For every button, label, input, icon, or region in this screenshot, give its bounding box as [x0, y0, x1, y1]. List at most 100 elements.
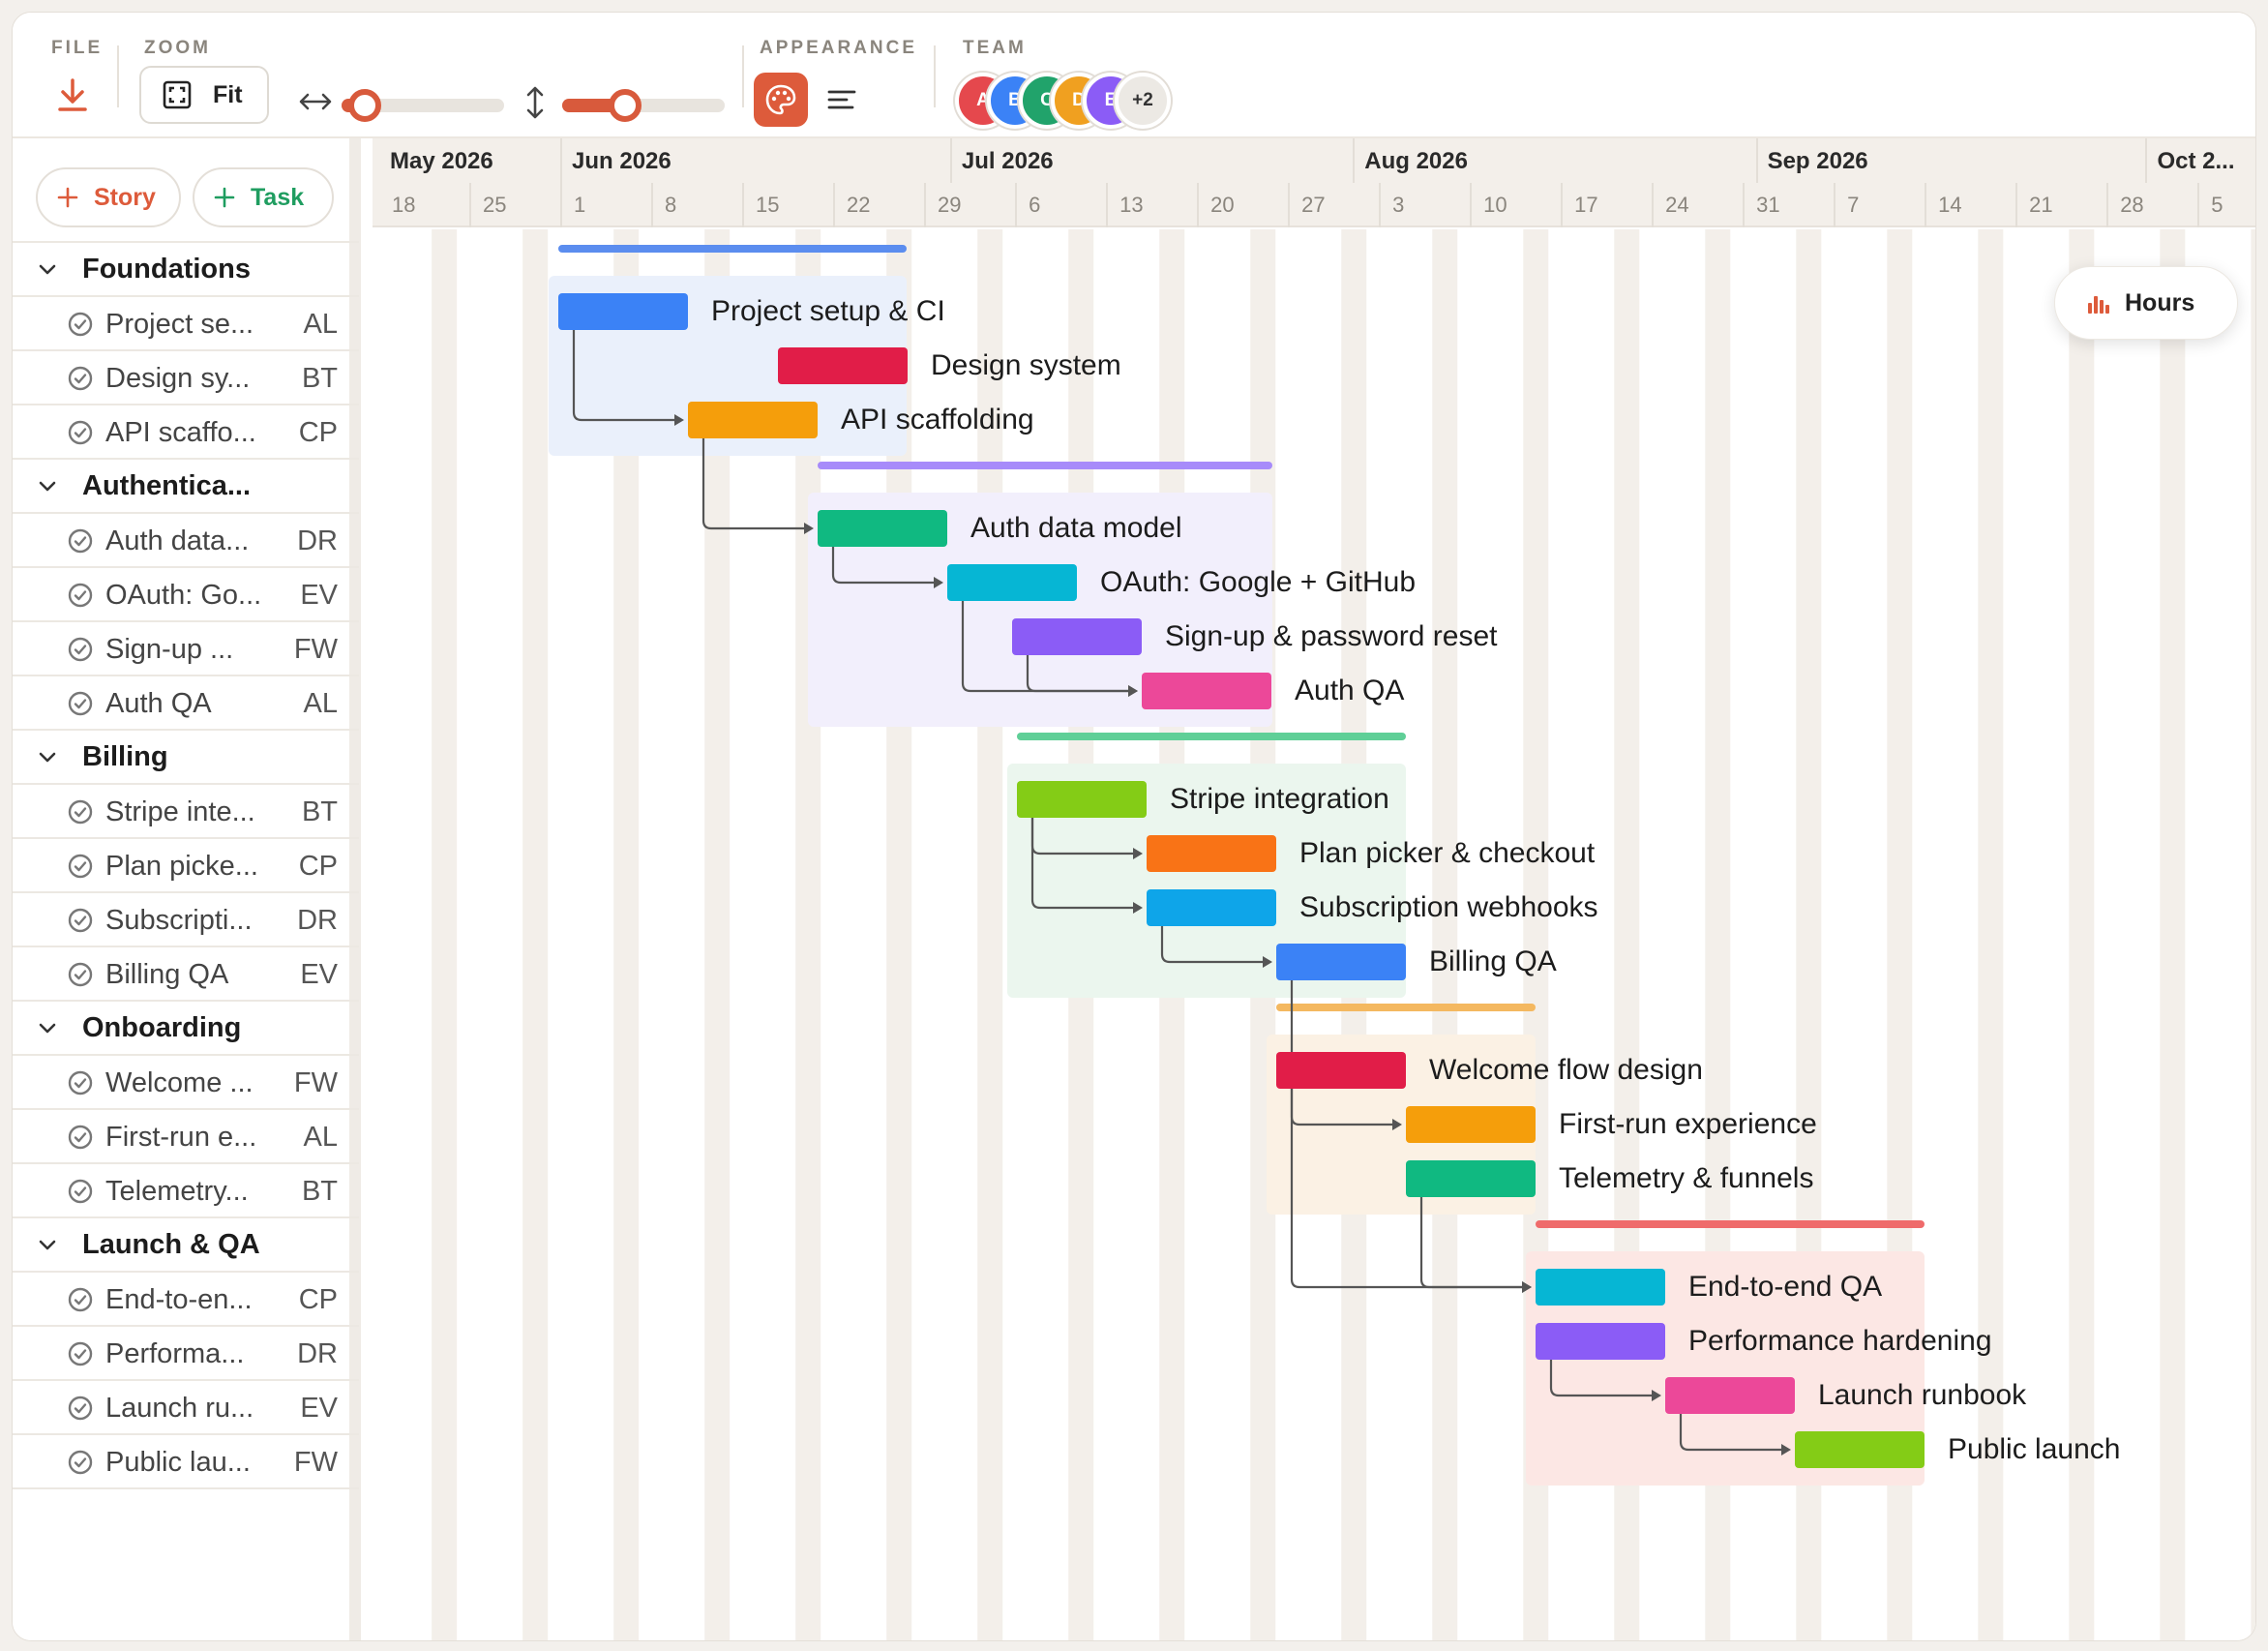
- assignee-initials: EV: [300, 580, 338, 611]
- task-name: Project se...: [105, 309, 254, 340]
- gantt-timeline[interactable]: May 2026 Jun 2026 Jul 2026 Aug 2026 Sep 2026…: [373, 138, 2255, 1640]
- task-bar: [1536, 1269, 1665, 1306]
- day-label: 27: [1301, 193, 1326, 217]
- check-circle-icon[interactable]: [67, 419, 94, 451]
- dependency-arrowhead: [804, 523, 814, 534]
- task-bar: [1012, 618, 1142, 655]
- chevron-down-icon[interactable]: [36, 1233, 59, 1261]
- day-label: 21: [2029, 193, 2053, 217]
- horizontal-zoom-handle[interactable]: [348, 89, 381, 122]
- week-divider: [924, 183, 927, 227]
- chevron-down-icon[interactable]: [36, 257, 59, 285]
- check-circle-icon[interactable]: [67, 1449, 94, 1481]
- vertical-zoom-slider[interactable]: [562, 89, 725, 122]
- check-circle-icon[interactable]: [67, 527, 94, 559]
- task-name: Stripe inte...: [105, 796, 255, 827]
- story-row[interactable]: Billing: [13, 729, 359, 783]
- check-circle-icon[interactable]: [67, 853, 94, 885]
- task-row[interactable]: Subscripti... DR: [13, 891, 359, 946]
- week-divider: [833, 183, 836, 227]
- plus-icon: [214, 187, 235, 208]
- task-name: Launch ru...: [105, 1393, 254, 1424]
- check-circle-icon[interactable]: [67, 1178, 94, 1210]
- task-row[interactable]: Project se... AL: [13, 295, 359, 349]
- vertical-zoom-handle[interactable]: [609, 89, 642, 122]
- appearance-button[interactable]: [754, 73, 808, 127]
- check-circle-icon[interactable]: [67, 1395, 94, 1426]
- day-label: 17: [1574, 193, 1598, 217]
- task-row[interactable]: Welcome ... FW: [13, 1054, 359, 1108]
- hours-button[interactable]: Hours: [2054, 266, 2238, 340]
- day-label: 31: [1756, 193, 1780, 217]
- check-circle-icon[interactable]: [67, 690, 94, 722]
- task-row[interactable]: Sign-up ... FW: [13, 620, 359, 675]
- day-label: 13: [1119, 193, 1144, 217]
- dependency-arrowhead: [934, 577, 943, 588]
- task-name: End-to-en...: [105, 1284, 253, 1315]
- check-circle-icon[interactable]: [67, 582, 94, 614]
- task-row[interactable]: Design sy... BT: [13, 349, 359, 404]
- task-row[interactable]: End-to-en... CP: [13, 1271, 359, 1325]
- check-circle-icon[interactable]: [67, 798, 94, 830]
- task-row[interactable]: Auth QA AL: [13, 675, 359, 729]
- task-row[interactable]: Telemetry... BT: [13, 1162, 359, 1216]
- weekend-stripe: [1432, 229, 1458, 1640]
- check-circle-icon[interactable]: [67, 365, 94, 397]
- story-region: [808, 493, 1272, 727]
- task-row[interactable]: Auth data... DR: [13, 512, 359, 566]
- story-row[interactable]: Onboarding: [13, 1000, 359, 1054]
- chevron-down-icon[interactable]: [36, 1016, 59, 1044]
- dependency-arrowhead: [1392, 1119, 1402, 1130]
- task-bar: [1142, 673, 1271, 709]
- story-region: [1007, 764, 1406, 998]
- horizontal-zoom-slider[interactable]: [342, 89, 504, 122]
- task-row[interactable]: Launch ru... EV: [13, 1379, 359, 1433]
- story-row[interactable]: Foundations: [13, 241, 359, 295]
- add-story-button[interactable]: Story: [36, 167, 181, 227]
- task-row[interactable]: Plan picke... CP: [13, 837, 359, 891]
- check-circle-icon[interactable]: [67, 1286, 94, 1318]
- check-circle-icon[interactable]: [67, 907, 94, 939]
- check-circle-icon[interactable]: [67, 1340, 94, 1372]
- task-bar: [1147, 835, 1276, 872]
- horizontal-zoom-icon: [299, 93, 332, 110]
- story-row[interactable]: Authentica...: [13, 458, 359, 512]
- check-circle-icon[interactable]: [67, 311, 94, 343]
- check-circle-icon[interactable]: [67, 961, 94, 993]
- day-label: 28: [2120, 193, 2144, 217]
- task-row[interactable]: Public lau... FW: [13, 1433, 359, 1487]
- assignee-initials: CP: [298, 417, 338, 448]
- toolbar-divider: [742, 45, 744, 107]
- toolbar: FILE ZOOM Fit: [13, 13, 2255, 138]
- dependency-link: [1419, 1197, 1526, 1289]
- task-row[interactable]: OAuth: Go... EV: [13, 566, 359, 620]
- add-task-button[interactable]: Task: [193, 167, 334, 227]
- month-header: May 2026 Jun 2026 Jul 2026 Aug 2026 Sep 2026…: [373, 138, 2255, 183]
- task-bar: [1795, 1431, 1925, 1468]
- task-bar-label: API scaffolding: [841, 404, 1034, 435]
- month-label: Jun 2026: [572, 148, 671, 174]
- task-bar: [558, 293, 688, 330]
- check-circle-icon[interactable]: [67, 1069, 94, 1101]
- week-divider: [2015, 183, 2018, 227]
- appearance-group-label: APPEARANCE: [760, 38, 918, 58]
- text-align-button[interactable]: [825, 82, 864, 121]
- download-button[interactable]: [55, 76, 98, 119]
- assignee-initials: DR: [297, 525, 338, 556]
- check-circle-icon[interactable]: [67, 1124, 94, 1156]
- dependency-link: [1549, 1360, 1656, 1397]
- task-bar-label: Telemetry & funnels: [1559, 1162, 1813, 1194]
- story-row[interactable]: Launch & QA: [13, 1216, 359, 1271]
- chevron-down-icon[interactable]: [36, 474, 59, 502]
- chevron-down-icon[interactable]: [36, 745, 59, 773]
- month-divider: [1755, 138, 1758, 183]
- team-more-badge[interactable]: +2: [1115, 73, 1171, 129]
- check-circle-icon[interactable]: [67, 636, 94, 668]
- task-row[interactable]: Performa... DR: [13, 1325, 359, 1379]
- story-name: Billing: [82, 740, 168, 772]
- task-row[interactable]: Billing QA EV: [13, 946, 359, 1000]
- task-row[interactable]: Stripe inte... BT: [13, 783, 359, 837]
- task-row[interactable]: First-run e... AL: [13, 1108, 359, 1162]
- fit-button[interactable]: Fit: [139, 66, 269, 124]
- task-row[interactable]: API scaffo... CP: [13, 404, 359, 458]
